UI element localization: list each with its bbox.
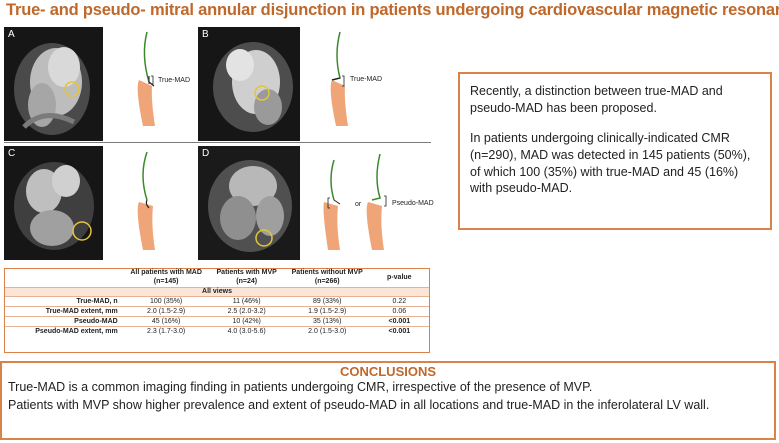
- panel-label-d: D: [202, 148, 210, 159]
- mri-image-b: [198, 27, 300, 141]
- mri-image-a: [4, 27, 103, 141]
- pseudo-mad-label: Pseudo-MAD: [392, 200, 434, 207]
- panel-separator: [4, 142, 431, 143]
- results-table-frame: All patients with MAD (n=145) Patients wi…: [4, 268, 430, 353]
- true-mad-label-a: True-MAD: [158, 77, 191, 84]
- table-row: True-MAD, n 100 (35%) 11 (46%) 89 (33%) …: [5, 296, 429, 307]
- panel-label-c: C: [8, 148, 16, 159]
- mri-panel-d: D: [198, 146, 300, 260]
- annulus-diagram-d: [323, 153, 387, 250]
- summary-paragraph-2: In patients undergoing clinically-indica…: [470, 131, 751, 196]
- schematic-d: or Pseudo-MAD: [318, 150, 438, 255]
- band-label: All views: [5, 286, 429, 297]
- table-row: Pseudo-MAD extent, mm 2.3 (1.7-3.0) 4.0 …: [5, 325, 429, 336]
- panel-label-a: A: [8, 29, 15, 40]
- table-row: True-MAD extent, mm 2.0 (1.5-2.9) 2.5 (2…: [5, 306, 429, 317]
- header-mvp: Patients with MVP (n=24): [216, 269, 277, 285]
- schematic-c: [125, 150, 195, 255]
- true-mad-label-b: True-MAD: [350, 76, 383, 83]
- header-p-value: p-value: [387, 273, 412, 281]
- annulus-diagram-c: [137, 151, 155, 250]
- schematic-b: True-MAD: [318, 30, 398, 130]
- annulus-diagram-b: [330, 31, 348, 126]
- header-all-patients: All patients with MAD (n=145): [130, 269, 202, 285]
- annulus-diagram-a: [137, 31, 155, 126]
- table-row: Pseudo-MAD 45 (16%) 10 (42%) 35 (13%) <0…: [5, 315, 429, 327]
- conclusions-text: True-MAD is a common imaging finding in …: [8, 379, 772, 414]
- table-band-row: All views: [5, 286, 429, 297]
- conclusions-heading: CONCLUSIONS: [339, 364, 437, 379]
- conclusion-line-2: Patients with MVP show higher prevalence…: [8, 397, 710, 412]
- schematic-a: True-MAD: [125, 30, 200, 130]
- panel-label-b: B: [202, 29, 209, 40]
- header-blank: [5, 269, 124, 287]
- conclusions-box: [0, 361, 776, 440]
- conclusion-line-1: True-MAD is a common imaging finding in …: [8, 380, 593, 394]
- table-header-row: All patients with MAD (n=145) Patients wi…: [5, 269, 429, 287]
- mri-panel-c: C: [4, 146, 103, 260]
- mri-image-c: [4, 146, 103, 260]
- mri-panel-b: B: [198, 27, 300, 141]
- summary-paragraph-1: Recently, a distinction between true-MAD…: [470, 84, 723, 115]
- or-connector: or: [355, 201, 362, 208]
- results-table: All patients with MAD (n=145) Patients wi…: [5, 269, 429, 336]
- mri-image-d: [198, 146, 300, 260]
- mri-panel-a: A: [4, 27, 103, 141]
- summary-box: Recently, a distinction between true-MAD…: [458, 72, 772, 230]
- header-no-mvp: Patients without MVP (n=266): [291, 269, 363, 285]
- poster-title: True- and pseudo- mitral annular disjunc…: [6, 1, 779, 19]
